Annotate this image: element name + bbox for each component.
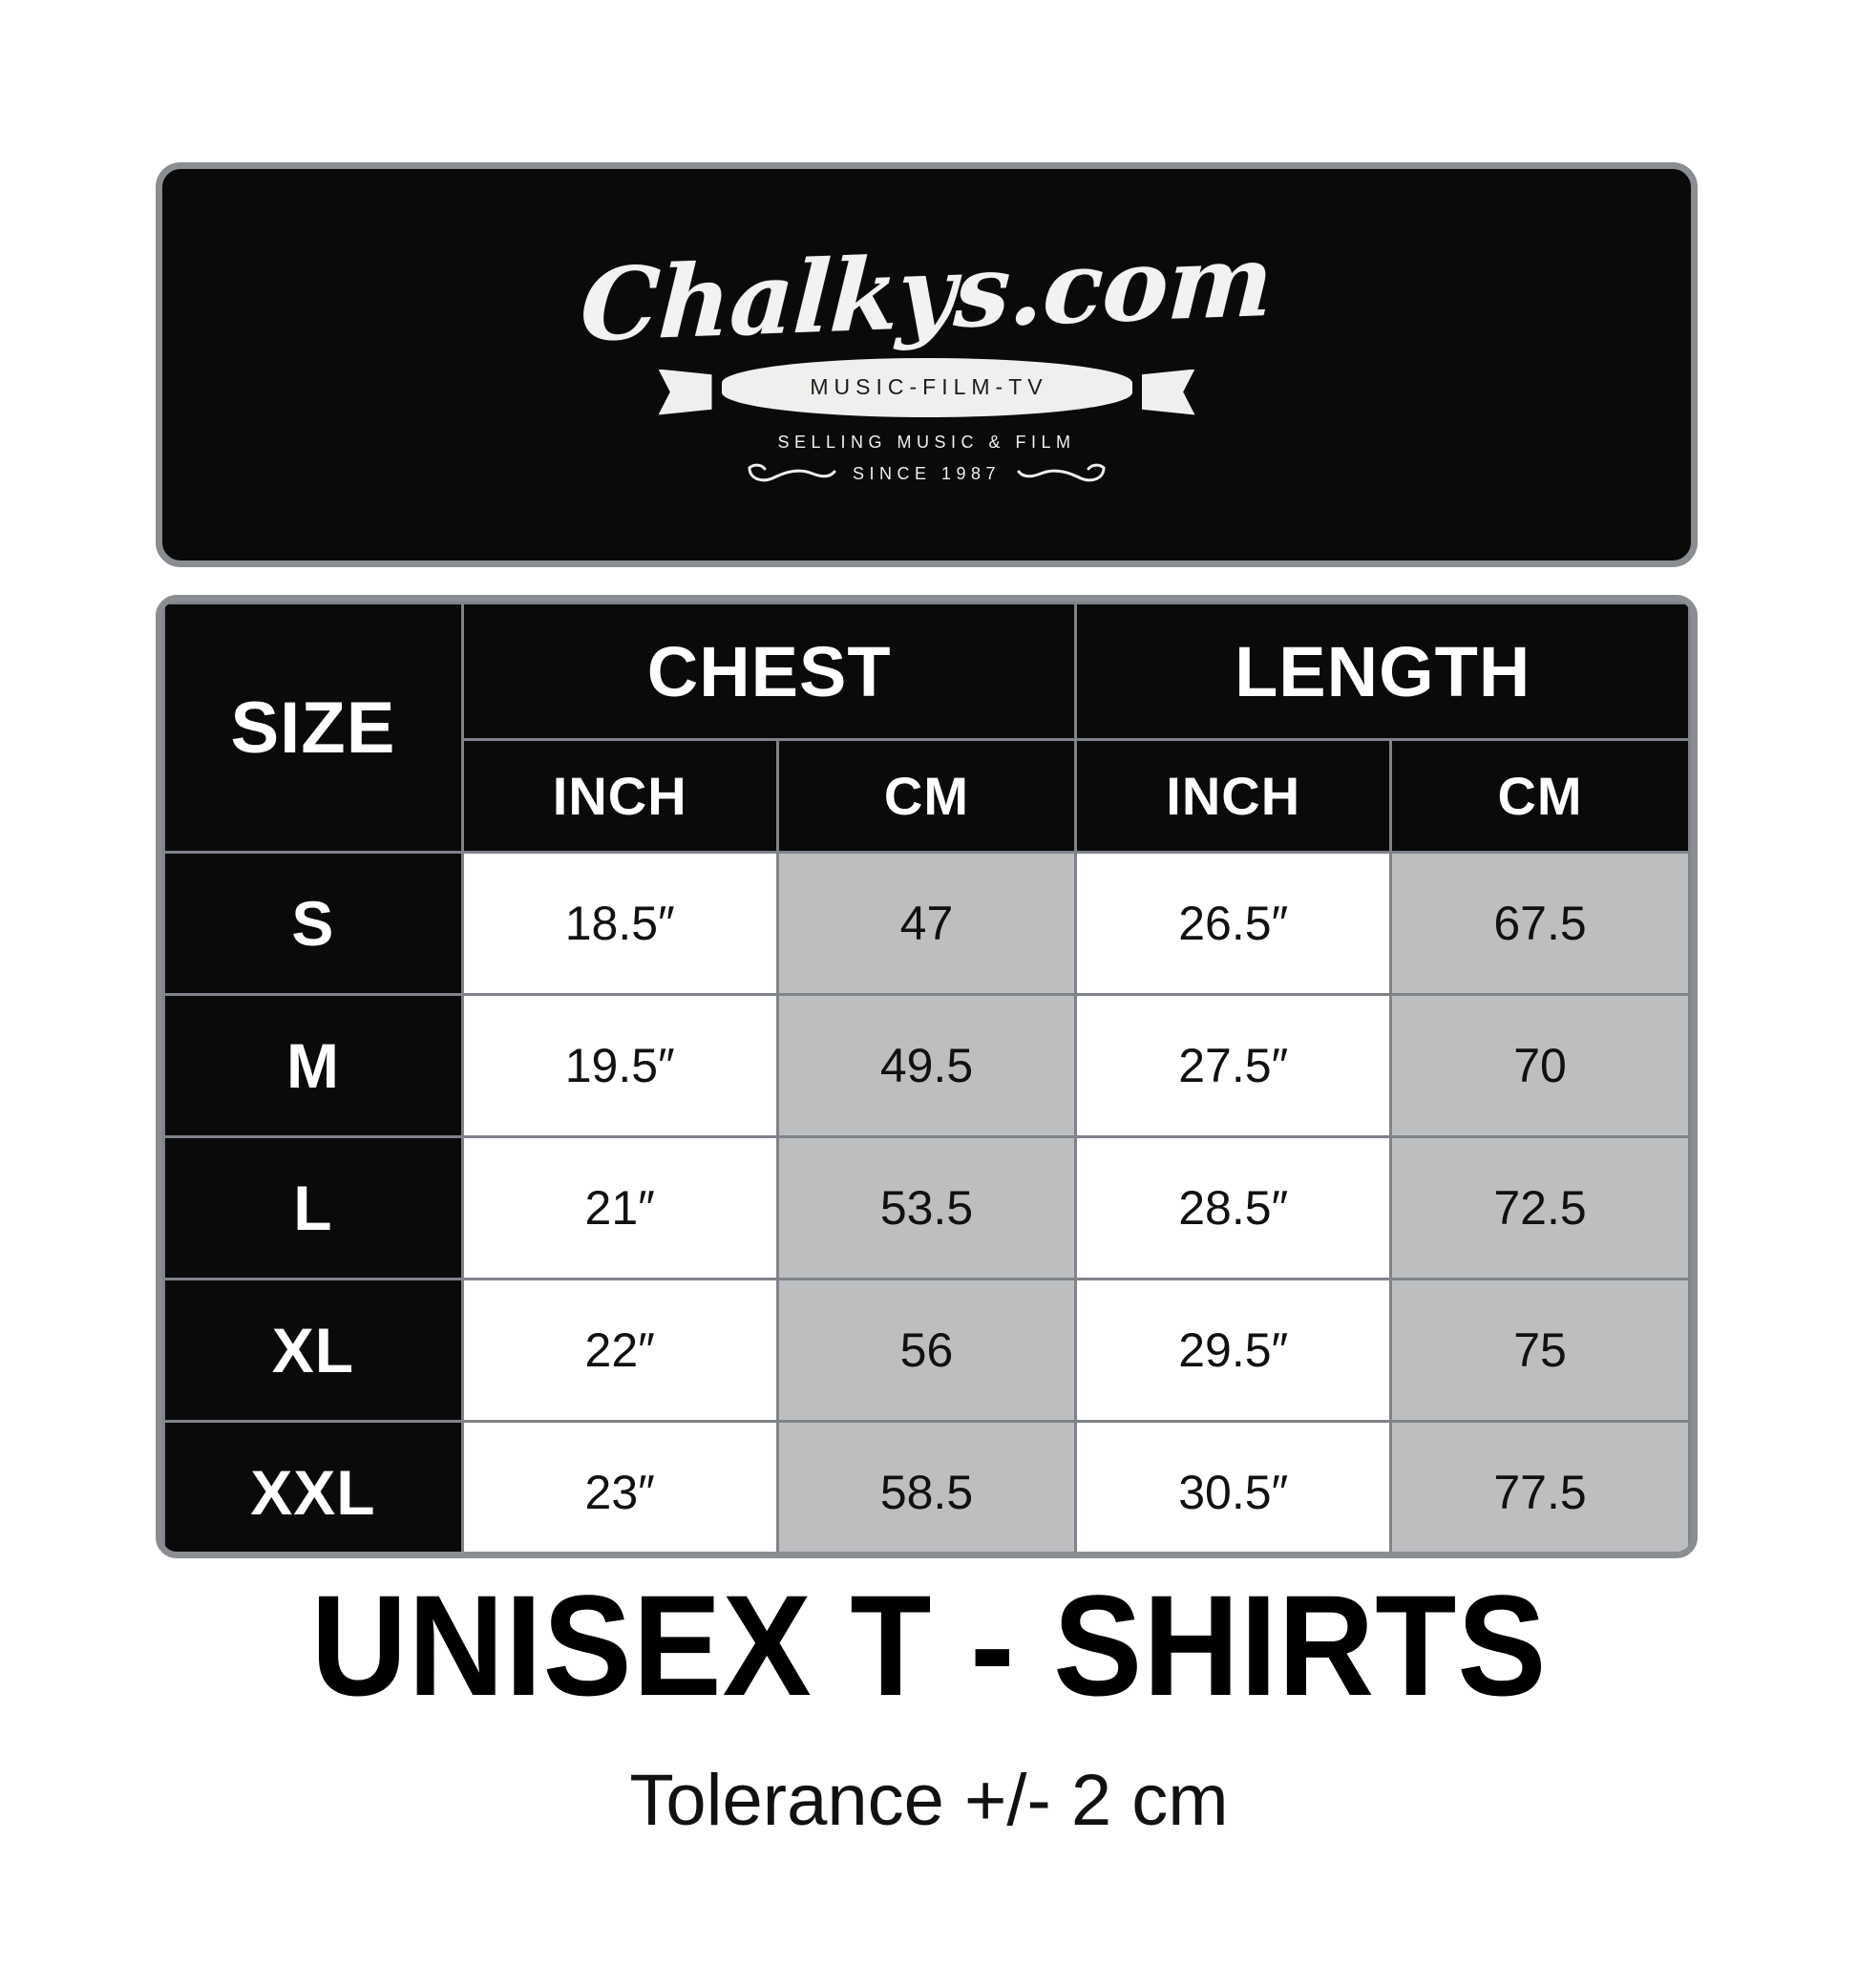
cell-length-cm: 67.5 [1389, 851, 1691, 996]
column-header-length: LENGTH [1074, 602, 1691, 741]
cell-chest-inch: 18.5″ [460, 851, 779, 996]
cell-length-cm: 77.5 [1389, 1420, 1691, 1552]
table-header-unit-row: INCH CM INCH CM [164, 738, 1691, 854]
cell-length-cm: 75 [1389, 1278, 1691, 1423]
table-head: SIZE CHEST LENGTH INCH CM INCH CM [162, 602, 1691, 854]
cell-length-cm: 70 [1389, 993, 1691, 1138]
table-header-group-row: SIZE CHEST LENGTH [162, 602, 1691, 854]
cell-chest-cm: 53.5 [775, 1135, 1078, 1280]
cell-length-inch: 30.5″ [1074, 1420, 1393, 1552]
brand-ribbon-banner: MUSIC-FILM-TV [658, 356, 1195, 419]
brand-logo-panel: Chalkys.com MUSIC-FILM-TV SELLING MUSIC … [156, 162, 1698, 567]
cell-size: XL [162, 1278, 464, 1423]
cell-chest-inch: 23″ [460, 1420, 779, 1552]
table-row: S 18.5″ 47 26.5″ 67.5 [162, 851, 1691, 996]
cell-size: S [162, 851, 464, 996]
column-header-chest-inch: INCH [460, 738, 779, 854]
ribbon-band: MUSIC-FILM-TV [721, 357, 1132, 417]
ribbon-tail-left-icon [658, 369, 712, 415]
cell-chest-inch: 21″ [460, 1135, 779, 1280]
cell-length-inch: 29.5″ [1074, 1278, 1393, 1423]
ribbon-label: MUSIC-FILM-TV [810, 374, 1048, 399]
brand-logo-inner: Chalkys.com MUSIC-FILM-TV SELLING MUSIC … [162, 169, 1691, 560]
ribbon-tail-right-icon [1141, 369, 1195, 415]
cell-size: L [162, 1135, 464, 1280]
table-row: XXL 23″ 58.5 30.5″ 77.5 [162, 1420, 1691, 1552]
cell-size: XXL [162, 1420, 464, 1552]
flourish-right-icon [1017, 463, 1106, 481]
column-header-chest-cm: CM [775, 738, 1078, 854]
size-chart-table-container: SIZE CHEST LENGTH INCH CM INCH CM S 18.5… [156, 595, 1698, 1558]
cell-length-inch: 26.5″ [1074, 851, 1393, 996]
cell-length-cm: 72.5 [1389, 1135, 1691, 1280]
cell-chest-cm: 58.5 [775, 1420, 1078, 1552]
page-title: UNISEX T - SHIRTS [310, 1565, 1548, 1725]
table-body: S 18.5″ 47 26.5″ 67.5 M 19.5″ 49.5 27.5″… [162, 851, 1691, 1552]
cell-size: M [162, 993, 464, 1138]
brand-tagline: SELLING MUSIC & FILM [777, 432, 1076, 452]
brand-script-wordmark: Chalkys.com [578, 221, 1276, 364]
table-row: M 19.5″ 49.5 27.5″ 70 [162, 993, 1691, 1138]
cell-chest-inch: 19.5″ [460, 993, 779, 1138]
brand-since-label: SINCE 1987 [852, 464, 1002, 483]
cell-chest-cm: 49.5 [775, 993, 1078, 1138]
cell-length-inch: 27.5″ [1074, 993, 1393, 1138]
column-header-length-inch: INCH [1074, 738, 1393, 854]
size-chart-table: SIZE CHEST LENGTH INCH CM INCH CM S 18.5… [162, 602, 1691, 1552]
table-row: XL 22″ 56 29.5″ 75 [162, 1278, 1691, 1423]
cell-chest-cm: 56 [775, 1278, 1078, 1423]
cell-chest-inch: 22″ [460, 1278, 779, 1423]
flourish-left-icon [748, 463, 836, 481]
tolerance-note: Tolerance +/- 2 cm [629, 1760, 1229, 1841]
cell-length-inch: 28.5″ [1074, 1135, 1393, 1280]
cell-chest-cm: 47 [775, 851, 1078, 996]
column-header-size: SIZE [162, 602, 464, 854]
table-row: L 21″ 53.5 28.5″ 72.5 [162, 1135, 1691, 1280]
column-header-chest: CHEST [460, 602, 1078, 741]
brand-since-row: SINCE 1987 [746, 462, 1108, 487]
column-header-length-cm: CM [1389, 738, 1691, 854]
